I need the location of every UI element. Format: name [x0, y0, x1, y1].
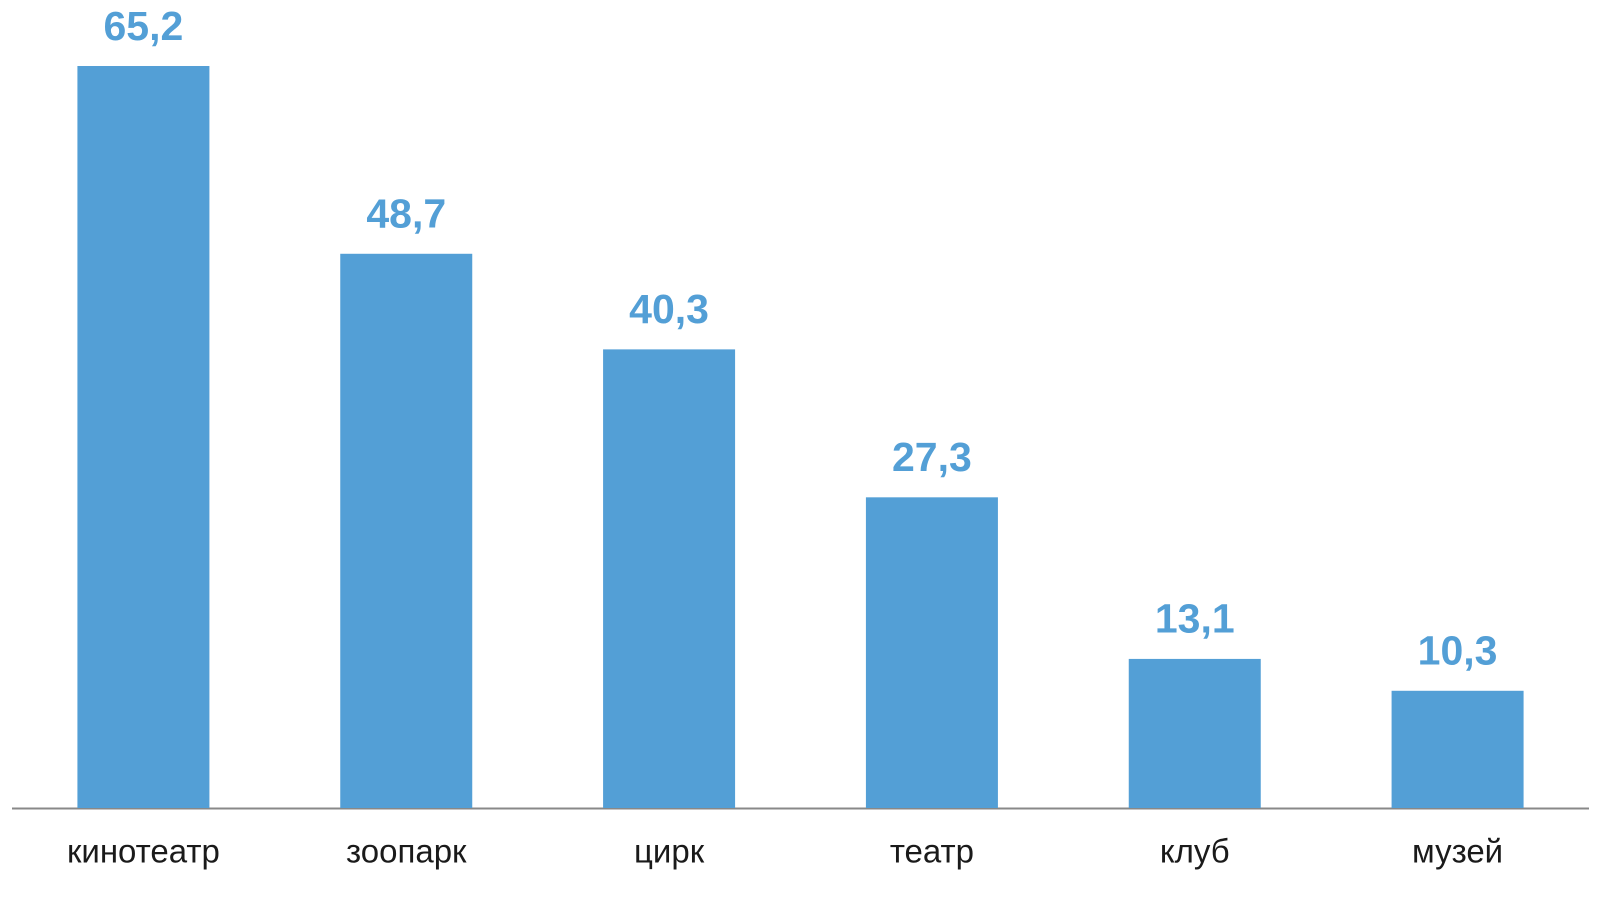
bar	[1391, 690, 1524, 808]
value-label: 27,3	[892, 434, 972, 480]
bar	[1128, 658, 1261, 808]
bar	[865, 497, 998, 808]
x-tick-label: клуб	[1160, 833, 1230, 870]
value-label: 13,1	[1155, 596, 1235, 642]
value-label: 48,7	[366, 191, 446, 237]
value-label: 40,3	[629, 286, 709, 332]
x-tick-label: цирк	[634, 833, 705, 870]
bar	[603, 349, 736, 808]
x-tick-label: музей	[1412, 833, 1503, 870]
value-label: 10,3	[1418, 628, 1498, 674]
bar	[77, 66, 210, 809]
value-label: 65,2	[104, 3, 184, 49]
bar	[340, 253, 473, 809]
x-tick-label: театр	[890, 833, 974, 870]
x-tick-label: кинотеатр	[67, 833, 220, 870]
x-tick-label: зоопарк	[346, 833, 467, 870]
